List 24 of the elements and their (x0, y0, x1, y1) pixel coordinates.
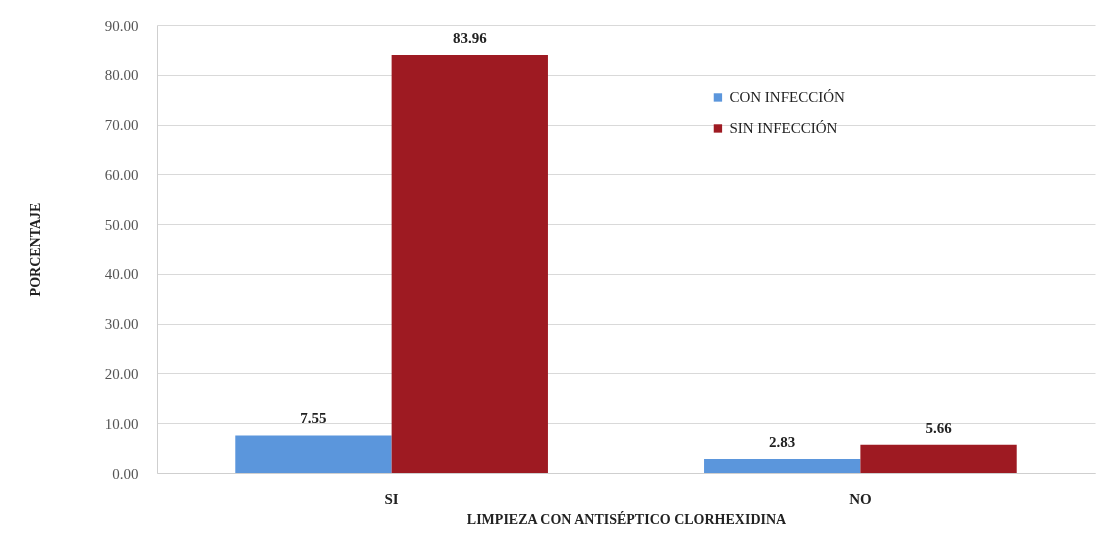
data-label: 83.96 (452, 30, 488, 47)
y-tick-label: 50.00 (104, 216, 139, 233)
y-axis-title: PORCENTAJE (27, 202, 43, 297)
y-tick-label: 70.00 (104, 117, 139, 134)
bar (235, 435, 392, 473)
data-label: 7.55 (300, 410, 327, 427)
legend-label: SIN INFECCIÓN (729, 120, 838, 137)
y-tick-label: 30.00 (104, 316, 139, 333)
data-label: 2.83 (769, 433, 796, 450)
y-tick-label: 40.00 (104, 266, 139, 283)
x-tick-label: SI (384, 490, 399, 507)
x-axis-title: LIMPIEZA CON ANTISÉPTICO CLORHEXIDINA (466, 510, 788, 527)
legend-label: CON INFECCIÓN (729, 89, 846, 106)
y-tick-label: 90.00 (104, 17, 139, 34)
y-tick-label: 60.00 (104, 166, 139, 183)
bar (860, 444, 1017, 473)
y-tick-label: 10.00 (104, 415, 139, 432)
bar (391, 55, 548, 473)
y-tick-label: 0.00 (112, 465, 139, 482)
y-tick-label: 80.00 (104, 67, 139, 84)
data-label: 5.66 (925, 419, 953, 436)
x-tick-label: NO (849, 490, 872, 507)
y-tick-label: 20.00 (104, 365, 139, 382)
bar (704, 458, 861, 473)
